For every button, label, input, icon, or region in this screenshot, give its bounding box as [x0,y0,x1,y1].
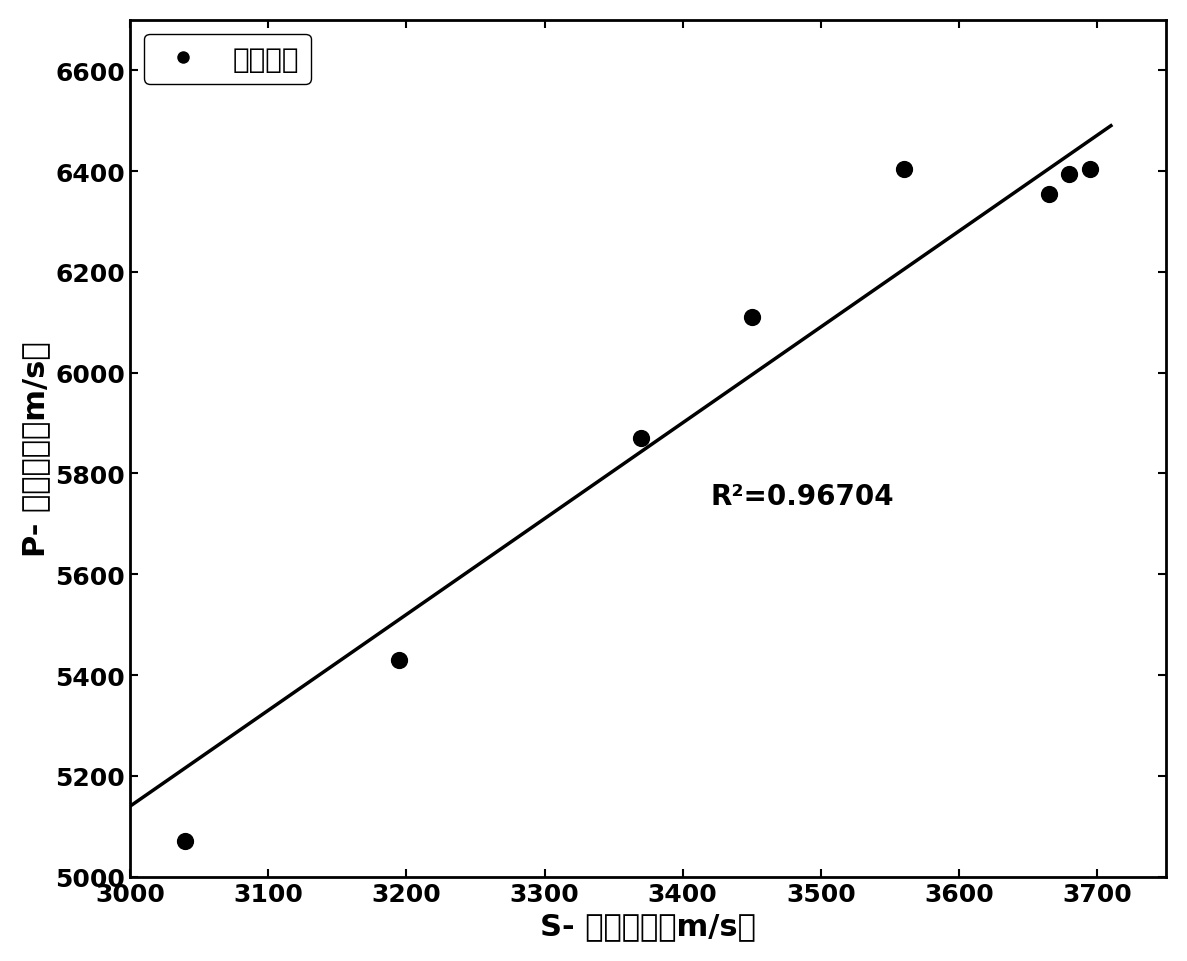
Text: R²=0.96704: R²=0.96704 [710,482,894,510]
X-axis label: S- 横波速度（m/s）: S- 横波速度（m/s） [540,911,756,940]
干擸岩石 [1040,186,1059,202]
Y-axis label: P- 纵波速度（m/s）: P- 纵波速度（m/s） [21,341,50,556]
干擸岩石 [631,431,650,447]
干擸岩石 [1060,166,1079,182]
干擸岩石 [1080,161,1099,177]
Legend: 干擸岩石: 干擸岩石 [144,35,311,85]
干擸岩石 [391,653,410,668]
干擸岩石 [742,310,761,326]
干擸岩石 [176,834,195,850]
干擸岩石 [894,161,913,177]
